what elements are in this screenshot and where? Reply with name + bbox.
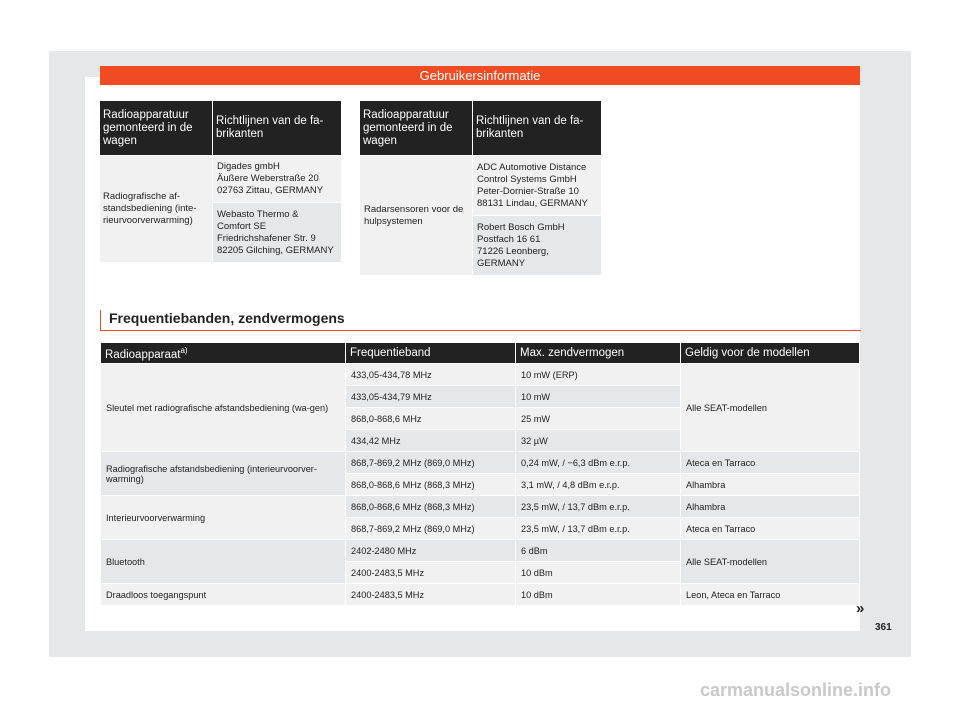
power-cell: 23,5 mW, / 13,7 dBm e.r.p. xyxy=(516,518,680,539)
table-row: Bluetooth 2402-2480 MHz 6 dBm Alle SEAT-… xyxy=(101,540,859,583)
device-label: Radiografische af- standsbediening (inte… xyxy=(100,156,212,262)
power-cell: 10 mW (ERP) xyxy=(516,364,680,385)
manufacturer-table-right: Radioapparatuur gemonteerd in de wagen R… xyxy=(359,100,602,276)
models-cell: Alle SEAT-modellen xyxy=(681,364,859,451)
watermark: carmanualsonline.info xyxy=(700,680,892,700)
section-title: Frequentiebanden, zendvermogens xyxy=(100,310,861,331)
table-row: 434,42 MHz 32 µW xyxy=(101,430,859,451)
table-row: 2400-2483,5 MHz 10 dBm xyxy=(101,562,859,583)
table-row: Interieurvoorverwarming 868,0-868,6 MHz … xyxy=(101,496,859,539)
band-cell: 2400-2483,5 MHz xyxy=(346,584,515,605)
manufacturer-entry: Digades gmbH Äußere Weberstraße 20 02763… xyxy=(213,156,341,202)
column-header-band: Frequentieband xyxy=(346,343,515,363)
manufacturer-table-left: Radioapparatuur gemonteerd in de wagen R… xyxy=(99,100,342,263)
column-header-power: Max. zendvermogen xyxy=(516,343,680,363)
device-cell: Bluetooth xyxy=(101,540,345,583)
band-cell: 2400-2483,5 MHz xyxy=(346,562,515,583)
band-cell: 868,7-869,2 MHz (869,0 MHz) xyxy=(346,452,515,473)
power-cell: 6 dBm xyxy=(516,540,680,561)
power-cell: 0,24 mW, / −6,3 dBm e.r.p. xyxy=(516,452,680,473)
table-row: Sleutel met radiografische afstandsbedie… xyxy=(101,364,859,451)
frequency-table: Radioapparaata) Frequentieband Max. zend… xyxy=(100,342,860,606)
models-cell: Ateca en Tarraco xyxy=(681,452,859,473)
models-cell: Alhambra xyxy=(681,474,859,495)
continue-arrow-icon: » xyxy=(856,600,865,617)
table-row: 868,0-868,6 MHz 25 mW xyxy=(101,408,859,429)
page-number: 361 xyxy=(875,622,892,633)
power-cell: 25 mW xyxy=(516,408,680,429)
section-header-bar: Gebruikersinformatie xyxy=(100,66,860,85)
column-header-models: Geldig voor de modellen xyxy=(681,343,859,363)
models-cell: Leon, Ateca en Tarraco xyxy=(681,584,859,605)
band-cell: 434,42 MHz xyxy=(346,430,515,451)
column-header-device-text: Radioapparaat xyxy=(105,348,181,361)
section-title-text: Frequentiebanden, zendvermogens xyxy=(109,310,345,326)
device-cell: Sleutel met radiografische afstandsbedie… xyxy=(101,364,345,451)
band-cell: 868,0-868,6 MHz xyxy=(346,408,515,429)
band-cell: 868,0-868,6 MHz (868,3 MHz) xyxy=(346,474,515,495)
band-cell: 2402-2480 MHz xyxy=(346,540,515,561)
section-header-title: Gebruikersinformatie xyxy=(419,68,541,83)
column-header-device: Radioapparatuur gemonteerd in de wagen xyxy=(100,101,212,155)
footnote-marker: a) xyxy=(180,345,188,355)
band-cell: 433,05-434,79 MHz xyxy=(346,386,515,407)
models-cell: Ateca en Tarraco xyxy=(681,518,859,539)
table-row: 868,7-869,2 MHz (869,0 MHz) 23,5 mW, / 1… xyxy=(101,518,859,539)
table-row: Radiografische afstandsbediening (interi… xyxy=(101,452,859,495)
power-cell: 10 dBm xyxy=(516,562,680,583)
device-label: Radarsensoren voor de hulpsystemen xyxy=(360,156,472,275)
device-cell: Interieurvoorverwarming xyxy=(101,496,345,539)
column-header-guidelines: Richtlijnen van de fa-brikanten xyxy=(213,101,341,155)
power-cell: 10 dBm xyxy=(516,584,680,605)
column-header-guidelines: Richtlijnen van de fa-brikanten xyxy=(473,101,601,155)
manufacturer-entry: ADC Automotive Distance Control Systems … xyxy=(473,156,601,215)
table-row: Draadloos toegangspunt 2400-2483,5 MHz 1… xyxy=(101,584,859,605)
device-cell: Radiografische afstandsbediening (interi… xyxy=(101,452,345,495)
column-header-device: Radioapparaata) xyxy=(101,343,345,363)
power-cell: 10 mW xyxy=(516,386,680,407)
power-cell: 32 µW xyxy=(516,430,680,451)
band-cell: 868,7-869,2 MHz (869,0 MHz) xyxy=(346,518,515,539)
manufacturer-entry: Robert Bosch GmbH Postfach 16 61 71226 L… xyxy=(473,216,601,275)
table-row: 868,0-868,6 MHz (868,3 MHz) 3,1 mW, / 4,… xyxy=(101,474,859,495)
models-cell: Alhambra xyxy=(681,496,859,517)
band-cell: 433,05-434,78 MHz xyxy=(346,364,515,385)
manufacturer-entry: Webasto Thermo & Comfort SE Friedrichsha… xyxy=(213,203,341,262)
power-cell: 3,1 mW, / 4,8 dBm e.r.p. xyxy=(516,474,680,495)
band-cell: 868,0-868,6 MHz (868,3 MHz) xyxy=(346,496,515,517)
device-cell: Draadloos toegangspunt xyxy=(101,584,345,605)
power-cell: 23,5 mW, / 13,7 dBm e.r.p. xyxy=(516,496,680,517)
column-header-device: Radioapparatuur gemonteerd in de wagen xyxy=(360,101,472,155)
table-row: 433,05-434,79 MHz 10 mW xyxy=(101,386,859,407)
models-cell: Alle SEAT-modellen xyxy=(681,540,859,583)
